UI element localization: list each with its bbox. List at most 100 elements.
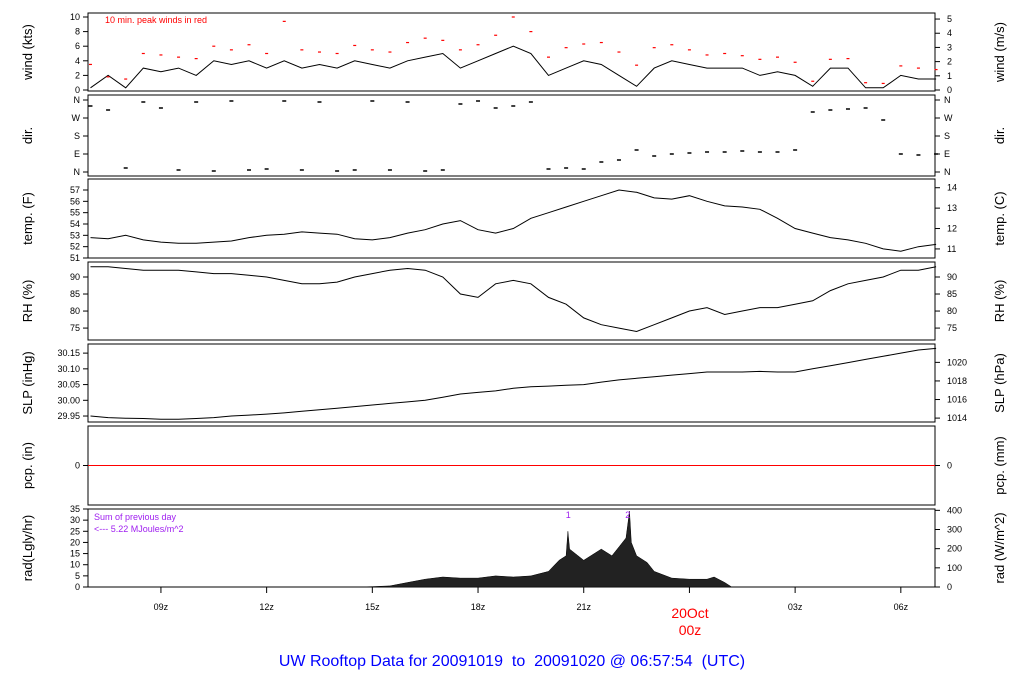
right-tick-label: E	[944, 149, 950, 159]
y-axis-label-left: temp. (F)	[20, 192, 35, 245]
right-tick-label: 85	[947, 289, 957, 299]
left-tick-label: 4	[75, 56, 80, 66]
right-tick-label: 4	[947, 28, 952, 38]
slp-line	[90, 347, 937, 420]
panel-frame	[87, 508, 936, 588]
left-tick-label: 30.05	[57, 380, 80, 390]
left-tick-label: 20	[70, 537, 80, 547]
right-tick-label: 1	[947, 71, 952, 81]
right-tick-label: 13	[947, 203, 957, 213]
left-tick-label: 30	[70, 515, 80, 525]
panel-rh: 75 80 85 90 75 80 85 90 RH (%) RH (%)	[20, 261, 1007, 341]
rad-area	[358, 511, 732, 588]
x-axis: 09z 12z 15z 18z 21z 03z 06z	[154, 587, 909, 612]
right-tick-label: W	[944, 113, 953, 123]
right-tick-label: 90	[947, 272, 957, 282]
x-tick-label: 21z	[576, 602, 591, 612]
left-tick-label: 54	[70, 219, 80, 229]
panel-frame	[87, 178, 936, 259]
right-tick-label: 0	[947, 85, 952, 95]
panel-pcp: 0 0 pcp. (in) pcp. (mm)	[20, 425, 1007, 506]
left-tick-label: 2	[75, 70, 80, 80]
right-tick-label: 1016	[947, 395, 967, 405]
left-tick-label: 10	[70, 560, 80, 570]
left-tick-label: 30.10	[57, 364, 80, 374]
x-tick-label: 12z	[259, 602, 274, 612]
left-tick-label: 52	[70, 242, 80, 252]
panel-wind: 0 2 4 6 8 10 0 1 2 3 4 5 wind (kts) wind (m/s) 10 min.…	[20, 12, 1007, 95]
y-axis-label-right: pcp. (mm)	[992, 436, 1007, 495]
peak-wind-annotation: 10 min. peak winds in red	[105, 15, 207, 25]
left-tick-label: 30.15	[57, 348, 80, 358]
left-tick-label: 53	[70, 230, 80, 240]
left-tick-label: 0	[75, 461, 80, 471]
y-axis-label-right: dir.	[992, 127, 1007, 144]
panel-frame	[87, 12, 936, 92]
x-tick-label: 09z	[154, 602, 169, 612]
x-tick-label: 15z	[365, 602, 380, 612]
right-tick-label: 3	[947, 42, 952, 52]
left-tick-label: 85	[70, 289, 80, 299]
right-tick-label: 11	[947, 244, 956, 254]
x-tick-label: 06z	[894, 602, 909, 612]
left-tick-label: S	[74, 131, 80, 141]
right-tick-label: N	[944, 95, 951, 105]
left-tick-label: 90	[70, 272, 80, 282]
right-tick-label: N	[944, 167, 951, 177]
y-axis-label-left: wind (kts)	[20, 24, 35, 81]
right-tick-label: 5	[947, 14, 952, 24]
left-tick-label: N	[74, 95, 81, 105]
y-axis-label-left: rad(Lgly/hr)	[20, 515, 35, 581]
right-tick-label: 400	[947, 505, 962, 515]
right-tick-label: 14	[947, 183, 957, 193]
left-tick-label: 25	[70, 526, 80, 536]
rad-sum-annotation: Sum of previous day	[94, 512, 177, 522]
date-marker-hour: 00z	[679, 622, 702, 638]
left-tick-label: 51	[70, 253, 80, 263]
left-tick-label: 8	[75, 27, 80, 37]
panel-frame	[87, 343, 936, 423]
left-tick-label: 30.00	[57, 395, 80, 405]
rad-marker-2: 2	[625, 510, 630, 520]
left-tick-label: 5	[75, 571, 80, 581]
right-tick-label: 1020	[947, 357, 967, 367]
chart-title: UW Rooftop Data for 20091019 to 20091020…	[279, 653, 745, 670]
left-tick-label: 80	[70, 306, 80, 316]
left-tick-label: 35	[70, 504, 80, 514]
panel-frame	[87, 94, 936, 177]
left-tick-label: W	[72, 113, 81, 123]
right-tick-label: 12	[947, 224, 957, 234]
rad-sum-value: <--- 5.22 MJoules/m^2	[94, 524, 184, 534]
left-tick-label: 57	[70, 185, 80, 195]
right-tick-label: 1018	[947, 376, 967, 386]
left-tick-label: 0	[75, 582, 80, 592]
left-tick-label: 6	[75, 41, 80, 51]
rh-line	[90, 266, 937, 333]
left-tick-label: N	[74, 167, 81, 177]
y-axis-label-left: pcp. (in)	[20, 442, 35, 489]
panel-slp: 29.95 30.00 30.05 30.10 30.15 1014 1016 1018 102…	[20, 343, 1007, 423]
x-tick-label: 03z	[788, 602, 803, 612]
y-axis-label-left: RH (%)	[20, 280, 35, 323]
left-tick-label: 55	[70, 208, 80, 218]
date-marker-day: 20Oct	[671, 605, 708, 621]
y-axis-label-right: rad (W/m^2)	[992, 512, 1007, 583]
left-tick-label: 29.95	[57, 411, 80, 421]
y-axis-label-right: SLP (hPa)	[992, 353, 1007, 413]
y-axis-label-left: dir.	[20, 127, 35, 144]
left-tick-label: 75	[70, 323, 80, 333]
right-tick-label: 200	[947, 544, 962, 554]
right-tick-label: 75	[947, 323, 957, 333]
temp-line	[90, 189, 937, 252]
right-tick-label: 100	[947, 563, 962, 573]
x-tick-label: 18z	[471, 602, 486, 612]
right-tick-label: 2	[947, 57, 952, 67]
rad-marker-1: 1	[566, 510, 571, 520]
left-tick-label: E	[74, 149, 80, 159]
right-tick-label: 0	[947, 461, 952, 471]
left-tick-label: 56	[70, 196, 80, 206]
